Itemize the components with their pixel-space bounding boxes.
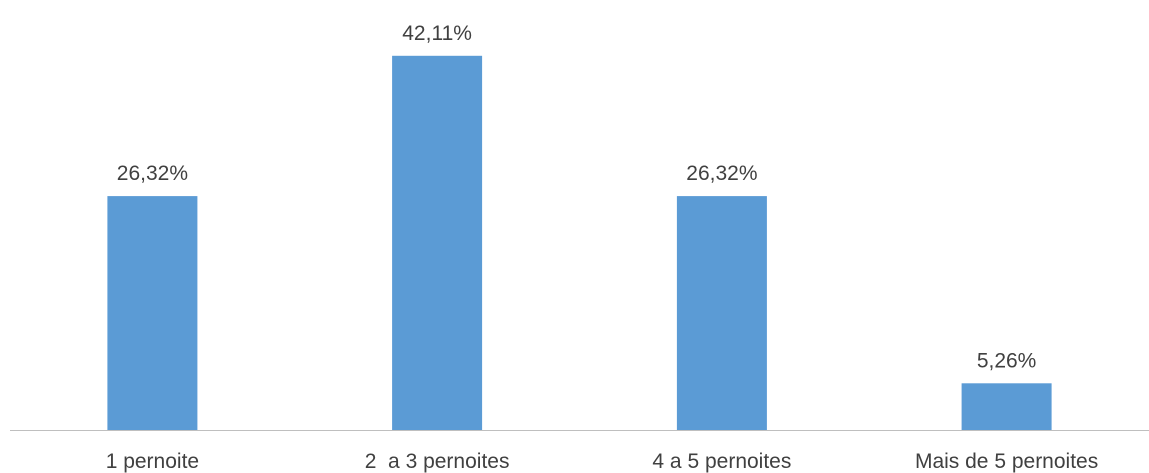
x-tick-labels-layer: 1 pernoite 2 a 3 pernoites 4 a 5 pernoites… (106, 450, 1099, 473)
bar-1 (107, 196, 198, 430)
data-label-2: 42,11% (402, 22, 472, 45)
x-tick-label-1: 1 pernoite (106, 450, 199, 473)
bar-4 (961, 383, 1052, 430)
data-label-1: 26,32% (117, 162, 188, 185)
x-tick-label-3: 4 a 5 pernoites (652, 450, 791, 473)
x-tick-label-4: Mais de 5 pernoites (915, 450, 1098, 473)
bars-layer (107, 55, 1052, 431)
data-labels-layer: 26,32% 42,11% 26,32% 5,26% (117, 22, 1037, 372)
data-label-3: 26,32% (686, 162, 757, 185)
bar-2 (392, 55, 483, 431)
data-label-4: 5,26% (977, 349, 1037, 372)
x-tick-label-2: 2 a 3 pernoites (365, 450, 510, 473)
bar-3 (676, 196, 767, 430)
